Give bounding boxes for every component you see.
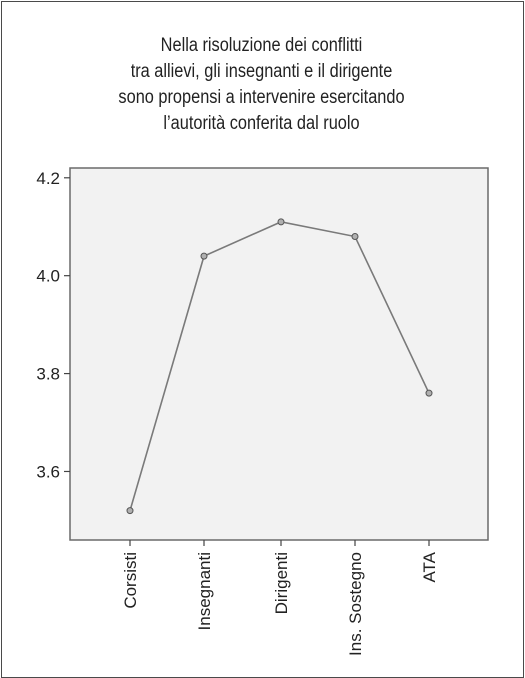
- x-tick-label: ATA: [420, 551, 439, 582]
- data-point: [277, 218, 285, 226]
- data-point: [200, 252, 208, 260]
- data-point: [351, 233, 359, 241]
- x-tick-label: Insegnanti: [195, 552, 214, 630]
- chart-title-line-4: l’autorità conferita dal ruolo: [163, 113, 360, 134]
- data-point: [425, 389, 433, 397]
- x-tick-label: Ins. Sostegno: [346, 552, 365, 656]
- chart-title-line-1: Nella risoluzione dei conflitti: [160, 35, 363, 56]
- chart-title-line-2: tra allievi, gli insegnanti e il dirigen…: [130, 61, 393, 82]
- x-tick-label: Corsisti: [121, 552, 140, 609]
- data-point: [126, 507, 134, 515]
- y-tick-label: 3.6: [36, 462, 60, 481]
- x-tick-label: Dirigenti: [272, 552, 291, 614]
- y-tick-label: 4.2: [36, 169, 60, 188]
- chart-title: Nella risoluzione dei conflitti tra alli…: [37, 33, 487, 137]
- y-tick-label: 4.0: [36, 267, 60, 286]
- chart-title-line-3: sono propensi a intervenire esercitando: [118, 87, 405, 108]
- y-tick-label: 3.8: [36, 365, 60, 384]
